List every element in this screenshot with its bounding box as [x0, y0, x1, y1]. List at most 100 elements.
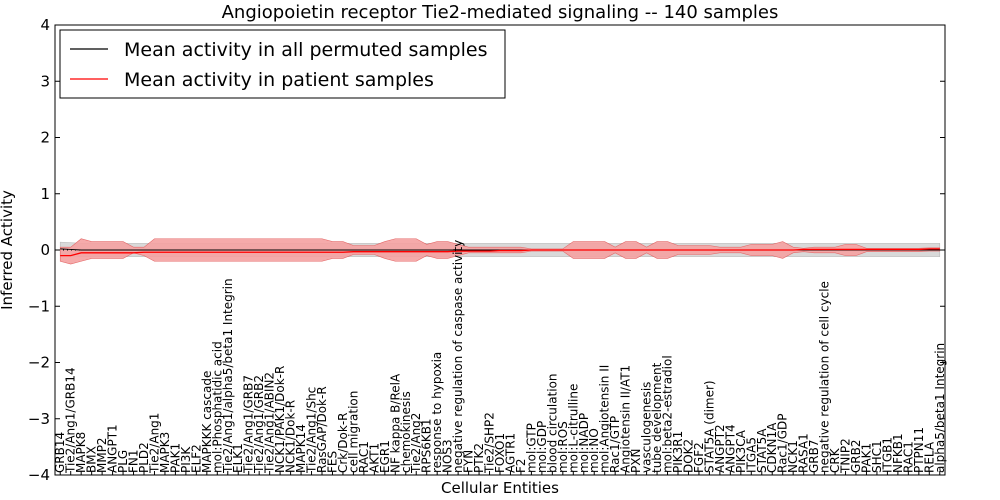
y-tick-label: 0: [40, 241, 50, 259]
x-tick-label: FES: [325, 451, 339, 473]
legend-box: [59, 29, 506, 99]
x-tick-label: SHC1: [870, 440, 884, 473]
x-tick-label: ITGB1: [880, 437, 894, 473]
x-tick-label: STAT5A (dimer): [702, 380, 716, 473]
x-tick-label: Tie2/Ang1/GRB14: [64, 367, 78, 474]
x-tick-label: FGF2: [692, 442, 706, 473]
bands-layer: [59, 238, 941, 265]
x-tick-label: negative regulation of cell cycle: [818, 281, 832, 473]
x-tick-label: RASA1: [797, 433, 811, 473]
x-tick-label: RAC1: [357, 441, 371, 473]
x-tick-label: PAK1: [168, 443, 182, 473]
legend-label-permuted: Mean activity in all permuted samples: [124, 39, 487, 61]
x-tick-label: mol:NO: [587, 428, 601, 473]
x-tick-label: FN1: [127, 449, 141, 473]
x-tick-label: cell migration: [346, 391, 360, 473]
y-tick-label: −1: [28, 297, 50, 315]
x-tick-label: blood circulation: [545, 373, 559, 473]
chart-title: Angiopoietin receptor Tie2-mediated sign…: [222, 2, 779, 23]
x-tick-label: GRB7: [807, 439, 821, 473]
x-tick-label: mol:ROS: [556, 421, 570, 473]
x-tick-label: STAT5A: [755, 428, 769, 473]
x-tick-label: RELA: [922, 441, 936, 473]
y-tick-label: −3: [28, 410, 50, 428]
x-tick-label: EGR1: [378, 440, 392, 473]
x-tick-label: RAC1: [901, 441, 915, 473]
x-axis-label: Cellular Entities: [441, 479, 559, 497]
x-tick-label: chemokinesis: [399, 391, 413, 473]
series-line-patient: [60, 248, 940, 257]
x-tick-label: mol:beta2-estradiol: [661, 355, 675, 473]
x-tick-label: ELK1: [231, 443, 245, 473]
x-tick-label: mol:L-citrulline: [566, 384, 580, 473]
x-tick-label: NOS3: [441, 439, 455, 473]
y-tick-label: 1: [40, 185, 50, 203]
x-tick-label: mol:NADP: [577, 413, 591, 473]
x-tick-label: FYN: [462, 450, 476, 473]
x-tick-label: AGTR1: [503, 433, 517, 473]
x-tick-label: CRK: [828, 447, 842, 473]
x-tick-label: PLD2: [137, 442, 151, 473]
x-tick-label: CDKN1A: [765, 422, 779, 473]
x-tick-label: F2: [514, 458, 528, 473]
y-tick-label: 3: [40, 72, 50, 90]
x-tick-label: Tie2/Ang1/GRB7: [242, 375, 256, 474]
x-tick-label: MAPKKK cascade: [200, 371, 214, 473]
x-tick-label: ITGA5: [744, 437, 758, 473]
y-tick-label: 4: [40, 16, 50, 34]
x-tick-label: RPS6KB1: [420, 418, 434, 473]
x-tick-label: BMX: [85, 446, 99, 473]
y-tick-label: −4: [28, 466, 50, 484]
x-tick-label: Tie2/SHP2: [483, 412, 497, 474]
x-tick-label: Tie2/Ang1/GRB2: [252, 375, 266, 474]
x-tick-label: ANGPT2: [713, 424, 727, 473]
x-tick-label: PIK3R1: [671, 431, 685, 473]
x-axis: GRB14Tie2/Ang1/GRB14MAPK8BMXMMP2ANGPT1PL…: [53, 240, 947, 475]
lines-layer: [60, 248, 940, 257]
x-tick-label: alpha5/beta1 Integrin: [933, 343, 947, 473]
x-tick-label: Tie2/Ang1: [147, 413, 161, 474]
x-tick-label: NF kappa B/RelA: [388, 373, 402, 473]
x-tick-label: Tie2/Ang2: [409, 413, 423, 474]
x-tick-label: NFKB1: [891, 433, 905, 473]
y-axis: −4 −3 −2 −1 0 1 2 3 4: [28, 16, 945, 484]
plot-area: −4 −3 −2 −1 0 1 2 3 4 GRB14Tie2/Ang1/GRB14MAPK8B…: [28, 16, 947, 484]
y-tick-label: −2: [28, 354, 50, 372]
x-tick-label: NCK1: [786, 440, 800, 473]
x-tick-label: tube development: [650, 362, 664, 473]
x-tick-label: Tie2/Ang1/Shc: [305, 387, 319, 474]
x-tick-label: FOXO1: [493, 433, 507, 473]
x-tick-label: PLG: [116, 450, 130, 473]
x-tick-label: GRB14: [53, 432, 67, 473]
x-tick-label: Angiotensin II/AT1: [619, 365, 633, 473]
y-axis-label: Inferred Activity: [0, 190, 16, 310]
x-tick-label: mol:GDP: [535, 421, 549, 473]
legend-label-patient: Mean activity in patient samples: [124, 69, 434, 91]
x-tick-label: ANGPT4: [723, 424, 737, 473]
y-tick-label: 2: [40, 129, 50, 147]
x-tick-label: PTPN11: [912, 427, 926, 473]
x-tick-label: DOK2: [681, 439, 695, 473]
x-tick-label: GRB2: [849, 439, 863, 473]
x-tick-label: PI3K: [179, 446, 193, 473]
x-tick-label: NCK1/Dok-R: [284, 400, 298, 473]
x-tick-label: Rac1/GTP: [608, 416, 622, 473]
x-tick-label: mol:Phosphatidic acid: [210, 341, 224, 473]
x-tick-label: ANGPT1: [106, 424, 120, 473]
x-tick-label: mol:Angiotensin II: [598, 365, 612, 473]
x-tick-label: MAPK3: [158, 432, 172, 473]
x-tick-label: MAPK8: [74, 432, 88, 473]
x-tick-label: Rac1/GDP: [776, 414, 790, 473]
x-tick-label: MMP2: [95, 437, 109, 473]
x-tick-label: RasGAP/Dok-R: [315, 386, 329, 473]
x-tick-label: mol:GTP: [524, 423, 538, 473]
x-tick-label: PIK3CA: [734, 429, 748, 473]
patient-band: [59, 238, 941, 265]
x-tick-label: NCK1/PAK1/Dok-R: [273, 366, 287, 473]
x-tick-label: TNIP2: [839, 438, 853, 474]
x-tick-label: MAPK14: [294, 424, 308, 473]
x-tick-label: PAK1: [859, 443, 873, 473]
x-tick-label: Crk/Dok-R: [336, 412, 350, 473]
x-tick-label: PTK2: [472, 443, 486, 473]
